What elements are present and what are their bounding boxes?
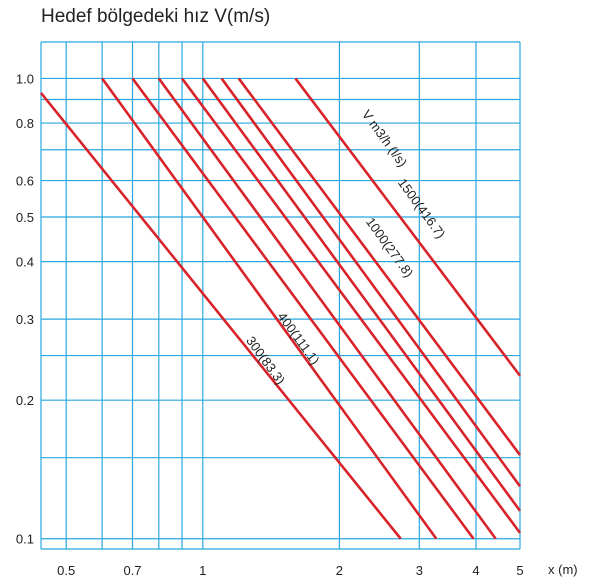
series-line <box>180 77 522 534</box>
x-tick-label: 5 <box>516 563 523 578</box>
y-tick-label: 1.0 <box>16 71 34 86</box>
series-label: 400(111.1) <box>275 309 323 367</box>
x-tick-label: 3 <box>416 563 423 578</box>
y-tick-label: 0.4 <box>16 255 34 270</box>
series-line <box>201 77 522 512</box>
series-line <box>157 77 497 540</box>
series-line <box>131 77 475 540</box>
chart-title: Hedef bölgedeki hız V(m/s) <box>41 6 271 27</box>
y-tick-label: 0.6 <box>16 174 34 189</box>
y-tick-label: 0.3 <box>16 312 34 327</box>
series-label: 1500(416.7) <box>395 176 448 242</box>
series-header-label: V m3/h (l/s) <box>359 107 410 170</box>
series-line <box>101 77 438 540</box>
tick-labels: 0.1 0.2 0.3 0.4 0.5 0.6 0.8 1.0 0.5 0.7 1 2 3 4 5 x (m) <box>16 71 578 578</box>
grid <box>40 41 521 550</box>
series-line <box>294 77 522 377</box>
series-label: 300(83.3) <box>243 333 288 387</box>
y-tick-label: 0.8 <box>16 116 34 131</box>
series-line <box>237 77 522 456</box>
x-tick-label: 2 <box>336 563 343 578</box>
x-tick-label: 0.7 <box>123 563 141 578</box>
y-tick-label: 0.5 <box>16 210 34 225</box>
series-label: 1000(277.8) <box>363 215 416 281</box>
x-tick-label: 4 <box>472 563 479 578</box>
x-axis-label: x (m) <box>548 562 578 577</box>
x-tick-label: 0.5 <box>57 563 75 578</box>
y-tick-label: 0.1 <box>16 532 34 547</box>
series-lines <box>39 77 522 540</box>
x-tick-label: 1 <box>199 563 206 578</box>
y-tick-label: 0.2 <box>16 393 34 408</box>
series-line <box>39 92 402 540</box>
series-line <box>220 77 522 488</box>
